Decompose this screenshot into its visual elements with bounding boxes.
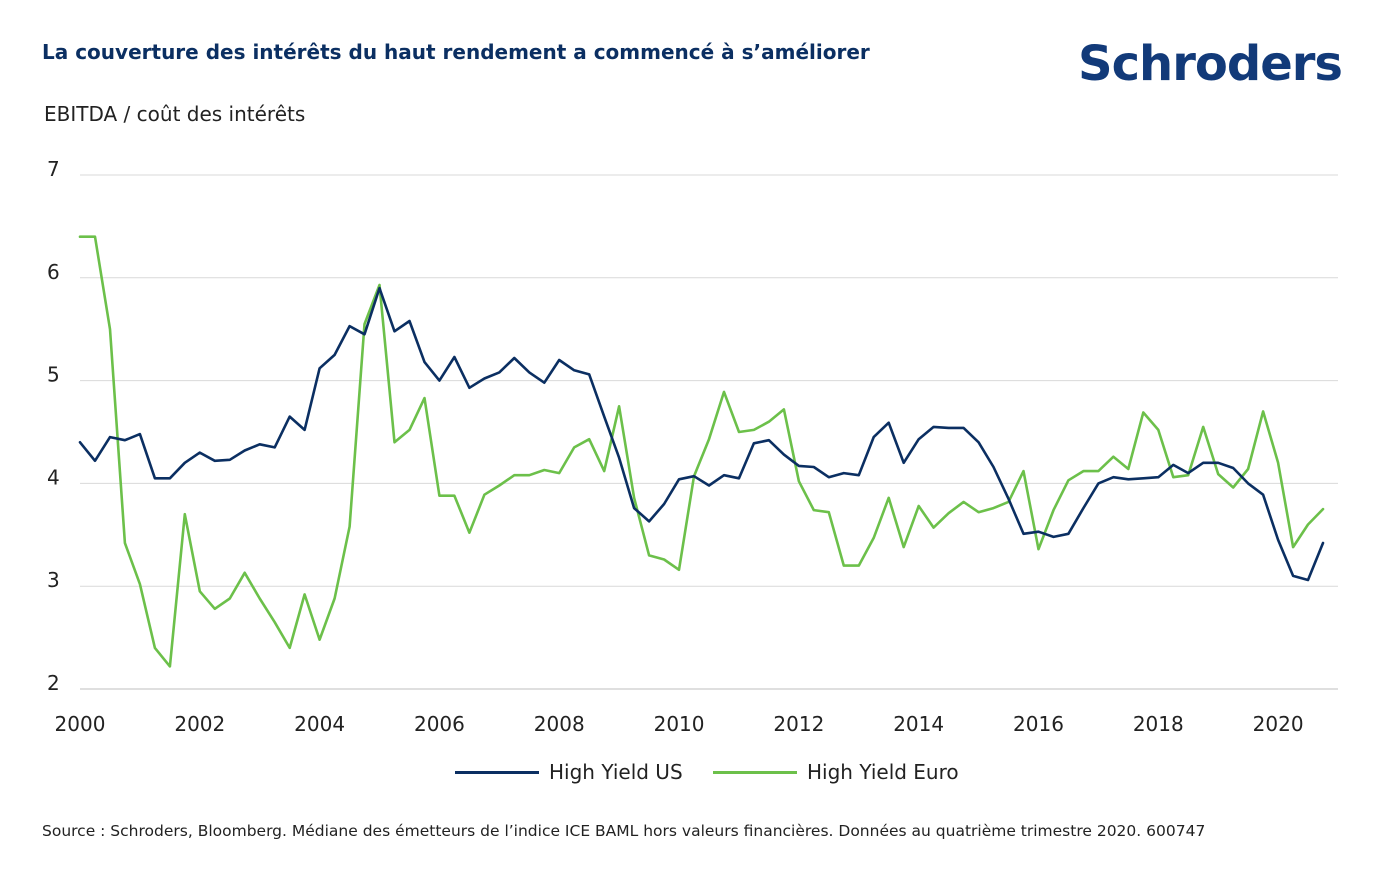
x-tick-2002: 2002 (174, 712, 225, 736)
legend-label-euro: High Yield Euro (807, 760, 959, 784)
legend-swatch-us (455, 770, 539, 774)
x-tick-2000: 2000 (55, 712, 106, 736)
x-tick-2016: 2016 (1013, 712, 1064, 736)
y-tick-2: 2 (47, 671, 60, 695)
x-tick-2004: 2004 (294, 712, 345, 736)
series-lines (78, 235, 1325, 668)
source-note: Source : Schroders, Bloomberg. Médiane d… (42, 822, 1206, 840)
y-tick-6: 6 (47, 260, 60, 284)
schroders-logo: Schroders (1078, 36, 1343, 92)
x-tick-2006: 2006 (414, 712, 465, 736)
x-tick-labels: 2000 2002 2004 2006 2008 2010 2012 2014 2016 2018… (55, 712, 1304, 736)
x-tick-2010: 2010 (654, 712, 705, 736)
legend: High Yield US High Yield Euro (0, 760, 1386, 790)
x-tick-2020: 2020 (1253, 712, 1304, 736)
legend-item-euro: High Yield Euro (713, 760, 959, 784)
y-tick-4: 4 (47, 465, 60, 489)
y-tick-7: 7 (47, 157, 60, 181)
series-line-high-yield-us (78, 286, 1325, 582)
x-tick-2012: 2012 (773, 712, 824, 736)
series-line-high-yield-euro (78, 235, 1325, 668)
x-tick-2014: 2014 (893, 712, 944, 736)
x-tick-2008: 2008 (534, 712, 585, 736)
grid-lines (80, 174, 1338, 690)
x-tick-2018: 2018 (1133, 712, 1184, 736)
legend-swatch-euro (713, 770, 797, 774)
legend-item-us: High Yield US (455, 760, 683, 784)
y-tick-3: 3 (47, 568, 60, 592)
chart-title: La couverture des intérêts du haut rende… (42, 40, 870, 64)
y-axis-label: EBITDA / coût des intérêts (44, 102, 306, 126)
legend-label-us: High Yield US (549, 760, 683, 784)
y-tick-labels: 2 3 4 5 6 7 (47, 157, 60, 695)
y-tick-5: 5 (47, 363, 60, 387)
